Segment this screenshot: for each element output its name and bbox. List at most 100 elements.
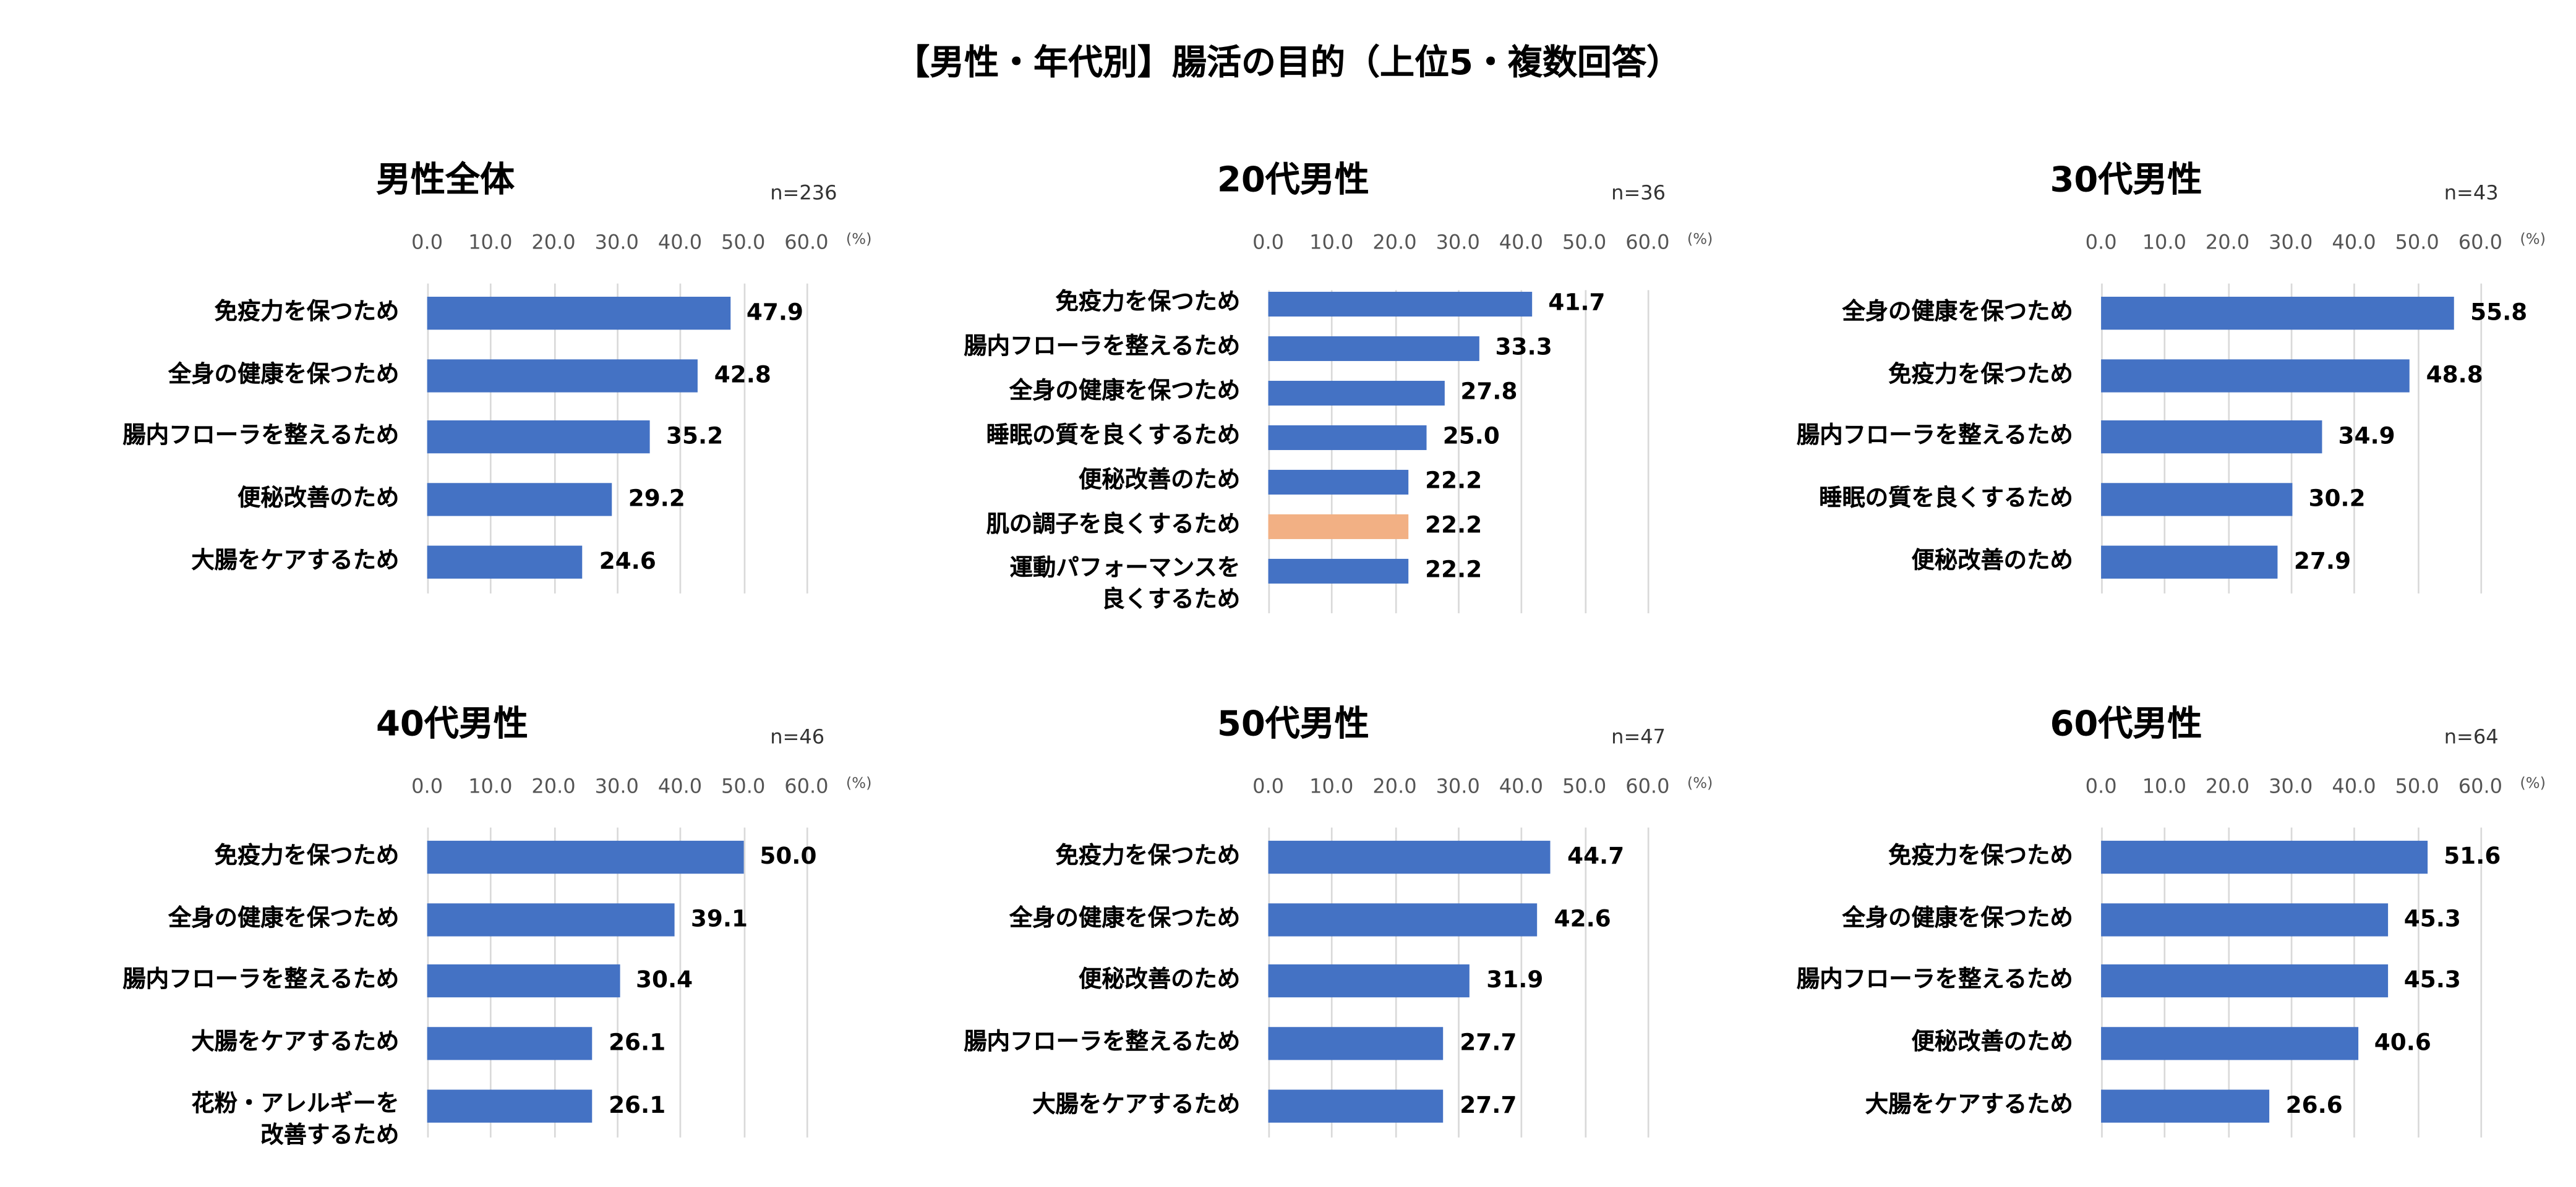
gridline <box>1647 827 1650 1138</box>
chart-panel: 20代男性 n=36 0.0 10.0 20.0 30.0 40.0 50.0 60.0 (%) 4… <box>0 0 2576 613</box>
category-label: 肌の調子を良くするため <box>986 511 1241 538</box>
bar <box>427 359 698 392</box>
sample-size: n=36 <box>1611 181 1666 205</box>
axis-unit-label: (%) <box>1687 776 1713 793</box>
axis-tick-label: 40.0 <box>2332 775 2376 798</box>
bar <box>1268 558 1409 583</box>
category-label: 睡眠の質を良くするため <box>986 422 1241 449</box>
gridline <box>743 827 745 1138</box>
data-label: 22.2 <box>1425 468 1483 495</box>
axis-tick-label: 50.0 <box>1562 775 1607 798</box>
data-label: 29.2 <box>628 486 685 513</box>
data-label: 45.3 <box>2403 968 2461 995</box>
data-label: 22.2 <box>1425 557 1483 584</box>
axis-tick-label: 40.0 <box>657 775 703 798</box>
gridline <box>1521 827 1523 1138</box>
category-label: 睡眠の質を良くするため <box>1819 485 2073 513</box>
axis-tick-label: 20.0 <box>2205 775 2250 798</box>
axis-tick-label: 50.0 <box>2395 231 2439 254</box>
axis-tick-label: 10.0 <box>2142 231 2186 254</box>
category-label: 便秘改善のため <box>1078 967 1241 994</box>
data-label: 26.1 <box>609 1030 666 1057</box>
axis-tick-label: 30.0 <box>2269 231 2313 254</box>
bar <box>427 1089 593 1123</box>
gridline <box>806 827 808 1138</box>
axis-tick-label: 30.0 <box>594 775 639 798</box>
axis-unit-label: (%) <box>845 232 872 249</box>
axis-tick-label: 0.0 <box>411 775 443 798</box>
axis-tick-label: 0.0 <box>411 231 443 254</box>
panel-title: 50代男性 <box>1217 704 1369 744</box>
axis-tick-label: 50.0 <box>2395 775 2439 798</box>
gridline <box>680 283 682 594</box>
bar <box>2101 359 2410 392</box>
sample-size: n=47 <box>1611 725 1666 749</box>
category-label: 腸内フローラを整えるため <box>1796 423 2073 450</box>
axis-tick-label: 10.0 <box>2142 775 2186 798</box>
bar <box>427 296 730 330</box>
panel-title: 20代男性 <box>1217 160 1369 200</box>
category-label: 大腸をケアするため <box>191 1029 400 1057</box>
data-label: 34.9 <box>2338 424 2395 451</box>
data-label: 30.4 <box>636 968 693 995</box>
data-label: 41.7 <box>1548 290 1606 317</box>
axis-tick-label: 0.0 <box>1252 775 1284 798</box>
chart-panel: 男性全体 n=236 0.0 10.0 20.0 30.0 40.0 50.0 60.0 (%) 4… <box>0 0 2576 594</box>
bar <box>2101 420 2322 454</box>
gridline <box>2480 827 2483 1138</box>
data-label: 45.3 <box>2403 906 2461 933</box>
data-label: 27.8 <box>1460 379 1518 406</box>
panel-title: 60代男性 <box>2050 704 2202 744</box>
data-label: 39.1 <box>690 906 748 933</box>
category-label: 腸内フローラを整えるため <box>122 423 400 450</box>
gridline <box>2417 827 2419 1138</box>
panel-title: 30代男性 <box>2050 160 2202 200</box>
category-label: 全身の健康を保つため <box>168 361 400 388</box>
axis-tick-label: 60.0 <box>1625 231 1670 254</box>
gridline <box>1647 290 1650 613</box>
axis-tick-label: 0.0 <box>1252 231 1284 254</box>
data-label: 51.6 <box>2444 844 2501 870</box>
data-label: 47.9 <box>746 300 804 326</box>
axis-tick-label: 60.0 <box>2458 231 2503 254</box>
bar <box>2101 1027 2358 1060</box>
axis-tick-label: 40.0 <box>2332 231 2376 254</box>
axis-tick-label: 60.0 <box>2458 775 2503 798</box>
category-label: 全身の健康を保つため <box>168 905 400 932</box>
category-label: 腸内フローラを整えるため <box>1796 967 2073 994</box>
bar <box>2101 840 2428 874</box>
bar <box>2101 483 2292 516</box>
axis-tick-label: 20.0 <box>1372 231 1417 254</box>
axis-tick-label: 0.0 <box>2085 775 2117 798</box>
bar <box>427 903 675 936</box>
chart-panel: 30代男性 n=43 0.0 10.0 20.0 30.0 40.0 50.0 60.0 (%) 5… <box>0 0 2576 594</box>
category-label: 便秘改善のため <box>1078 467 1241 494</box>
category-label: 大腸をケアするため <box>191 548 400 574</box>
axis-tick-label: 30.0 <box>1436 775 1480 798</box>
gridline <box>2353 283 2356 594</box>
axis-tick-label: 0.0 <box>2085 231 2117 254</box>
axis-unit-label: (%) <box>1687 232 1713 249</box>
category-label: 腸内フローラを整えるため <box>964 333 1241 360</box>
gridline <box>2417 283 2419 594</box>
axis-tick-label: 30.0 <box>594 231 639 254</box>
bar <box>1268 964 1470 998</box>
bar <box>1268 1027 1444 1060</box>
gridline <box>1394 290 1397 613</box>
data-label: 22.2 <box>1425 513 1483 539</box>
sample-size: n=43 <box>2444 181 2499 205</box>
bar <box>427 840 743 874</box>
axis-tick-label: 60.0 <box>784 231 829 254</box>
data-label: 27.7 <box>1460 1030 1517 1057</box>
axis-tick-label: 30.0 <box>1436 231 1480 254</box>
axis-tick-label: 50.0 <box>721 775 766 798</box>
axis-tick-label: 40.0 <box>657 231 703 254</box>
gridline <box>2480 283 2483 594</box>
data-label: 27.9 <box>2293 548 2351 576</box>
data-label: 40.6 <box>2374 1030 2431 1057</box>
axis-tick-label: 10.0 <box>468 775 513 798</box>
main-title: 【男性・年代別】腸活の目的（上位5・複数回答） <box>895 43 1681 83</box>
category-label: 運動パフォーマンスを 良くするため <box>1009 555 1241 613</box>
panel-title: 40代男性 <box>375 704 528 744</box>
